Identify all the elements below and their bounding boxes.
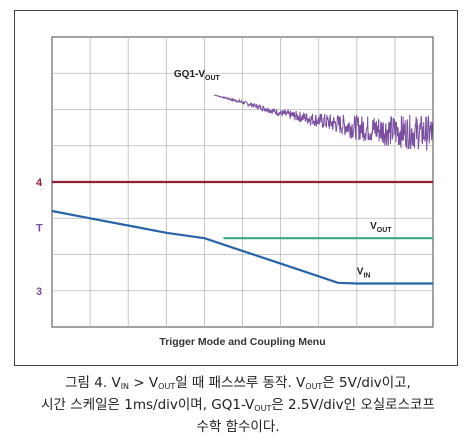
marker-label-t: T <box>36 222 43 234</box>
caption-line-1: 그림 4. VIN > VOUT일 때 패스쓰루 동작. VOUT은 5V/di… <box>65 375 411 391</box>
oscilloscope-frame: 4 T 3 GQ1-VOUT VOUT VIN Trigger Mode and Coupl… <box>14 10 458 366</box>
label-vout: VOUT <box>370 221 392 234</box>
label-vin: VIN <box>357 266 371 279</box>
series-vin-trace <box>51 209 433 285</box>
scope-footer-text: Trigger Mode and Coupling Menu <box>159 336 325 348</box>
label-gq1-vout: GQ1-VOUT <box>174 69 221 82</box>
marker-label-3: 3 <box>36 286 42 298</box>
marker-label-4: 4 <box>36 177 43 189</box>
caption-line-3: 수학 함수이다. <box>196 419 280 435</box>
scope-plot: 4 T 3 GQ1-VOUT VOUT VIN Trigger Mode and Coupl… <box>36 36 434 348</box>
figure-caption: 그림 4. VIN > VOUT일 때 패스쓰루 동작. VOUT은 5V/di… <box>0 374 476 436</box>
series-gq1-vout-trace <box>213 94 434 151</box>
caption-line-2: 시간 스케일은 1ms/div이며, GQ1-VOUT은 2.5V/div인 오… <box>41 397 435 413</box>
